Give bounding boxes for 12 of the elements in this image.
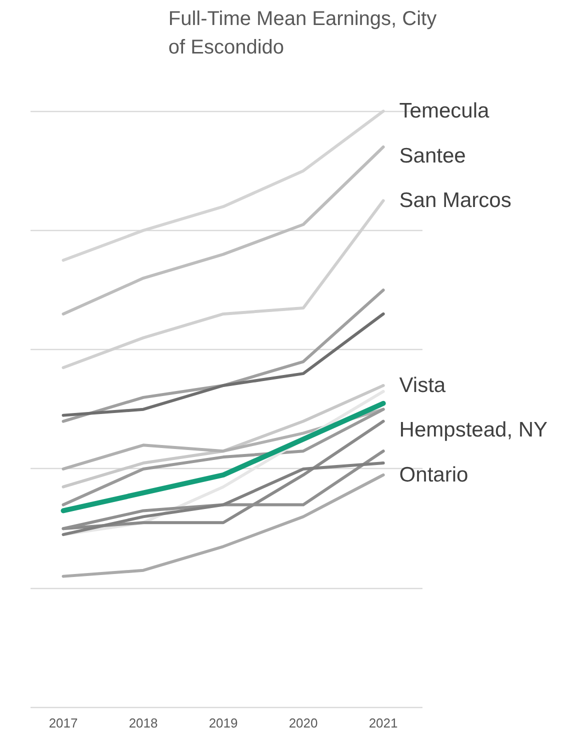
x-tick-label: 2020 <box>288 716 318 730</box>
x-tick-label: 2019 <box>208 716 238 730</box>
series-label: San Marcos <box>399 189 512 212</box>
chart-title: Full-Time Mean Earnings, City of Escondido <box>168 8 437 58</box>
series-label: Ontario <box>399 463 468 486</box>
x-tick-label: 2017 <box>48 716 78 730</box>
series-label: Santee <box>399 144 466 168</box>
series-label: Hempstead, NY <box>399 418 548 442</box>
series-label: Temecula <box>399 100 490 123</box>
x-tick-label: 2018 <box>128 716 158 730</box>
x-tick-label: 2021 <box>368 716 398 730</box>
series-label: Vista <box>399 374 446 397</box>
